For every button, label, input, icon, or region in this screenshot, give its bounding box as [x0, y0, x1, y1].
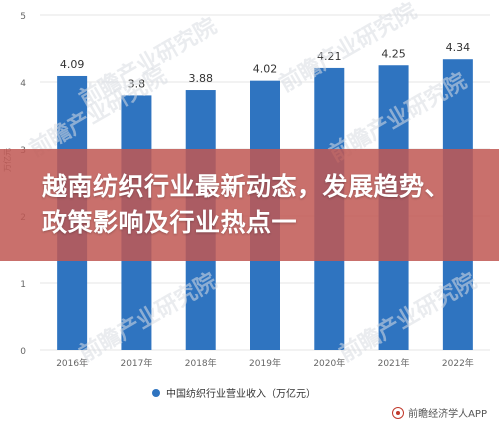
data-label: 4.25 — [381, 47, 406, 60]
data-label: 4.21 — [317, 50, 342, 63]
x-tick-label: 2016年 — [56, 357, 88, 369]
data-label: 4.02 — [253, 63, 278, 76]
data-label: 3.8 — [128, 77, 146, 90]
x-tick-label: 2021年 — [378, 357, 410, 369]
y-tick-label: 1 — [20, 280, 26, 290]
x-tick-label: 2018年 — [185, 357, 217, 369]
overlay-title: 越南纺织行业最新动态，发展趋势、政策影响及行业热点一 — [42, 172, 451, 237]
data-label: 3.88 — [188, 72, 213, 85]
legend-label: 中国纺织行业营业收入（万亿元） — [166, 387, 316, 400]
data-label: 4.34 — [446, 41, 471, 54]
x-tick-label: 2020年 — [313, 357, 345, 369]
x-tick-label: 2019年 — [249, 357, 281, 369]
y-tick-label: 0 — [20, 347, 26, 357]
data-label: 4.09 — [60, 58, 85, 71]
source-text: 前瞻经济学人APP — [408, 409, 487, 420]
source-logo-icon — [392, 406, 405, 419]
y-tick-label: 4 — [20, 79, 26, 89]
y-tick-label: 5 — [20, 12, 26, 22]
legend-marker — [152, 389, 160, 397]
source-credit: 前瞻经济学人APP — [392, 405, 487, 420]
title-overlay-banner: 越南纺织行业最新动态，发展趋势、政策影响及行业热点一 — [0, 149, 499, 261]
x-tick-label: 2022年 — [442, 357, 474, 369]
x-tick-label: 2017年 — [120, 357, 152, 369]
